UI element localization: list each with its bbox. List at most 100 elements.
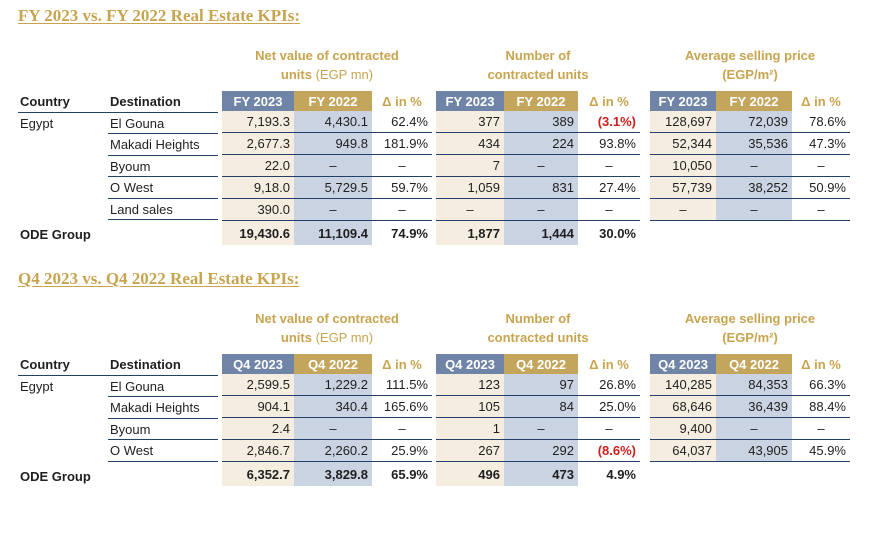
q4-net-value-line1: Net value of contracted — [255, 311, 399, 326]
fy-num-delta-header: Δ in % — [578, 91, 640, 111]
cell: – — [504, 417, 578, 440]
q4-net-value-group-header: Net value of contracted units (EGP mn) — [222, 309, 432, 347]
cell: 7 — [436, 154, 504, 177]
cell: – — [504, 198, 578, 221]
cell: – — [792, 154, 850, 177]
table-row: 22.0– – — [222, 154, 432, 177]
cell: 6,352.7 — [222, 461, 294, 486]
table-row: 267 292 (8.6%) — [436, 439, 640, 462]
q4-asp-prev-header: Q4 2022 — [716, 354, 792, 374]
cell: – — [792, 198, 850, 221]
cell: 904.1 — [222, 395, 294, 418]
table-row: 1,059 831 27.4% — [436, 176, 640, 199]
cell: 65.9% — [372, 461, 432, 486]
q4-net-cur-header: Q4 2023 — [222, 354, 294, 374]
cell: 26.8% — [578, 374, 640, 396]
cell: – — [372, 198, 432, 221]
fy-destination-header: Destination — [110, 94, 181, 109]
cell: 111.5% — [372, 374, 432, 396]
cell: 35,536 — [716, 132, 792, 155]
cell: 45.9% — [792, 439, 850, 462]
cell: – — [716, 417, 792, 440]
table-row: 9,400– – — [650, 417, 850, 440]
table-row: 10,050– – — [650, 154, 850, 177]
cell: – — [436, 198, 504, 221]
cell: 2.4 — [222, 417, 294, 440]
fy-number-units-group-header: Number of contracted units — [436, 46, 640, 84]
q4-dest-o-west: O West — [110, 443, 154, 458]
cell: – — [294, 154, 372, 177]
q4-country-header: Country — [20, 357, 70, 372]
fy-asp-delta-header: Δ in % — [792, 91, 850, 111]
cell: 831 — [504, 176, 578, 199]
fy-dest-o-west: O West — [110, 180, 154, 195]
table-row: 2,677.3 949.8 181.9% — [222, 132, 432, 155]
q4-num-prev-header: Q4 2022 — [504, 354, 578, 374]
fy-net-value-group-header: Net value of contracted units (EGP mn) — [222, 46, 432, 84]
cell: – — [294, 417, 372, 440]
cell: 27.4% — [578, 176, 640, 199]
q4-avg-price-line2: (EGP/m²) — [722, 330, 778, 345]
cell: – — [372, 417, 432, 440]
fy-number-units-line1: Number of — [505, 48, 571, 63]
table-row: 68,646 36,439 88.4% — [650, 395, 850, 418]
cell: 7,193.3 — [222, 111, 294, 133]
q4-asp-delta-header: Δ in % — [792, 354, 850, 374]
cell: 2,677.3 — [222, 132, 294, 155]
cell: 59.7% — [372, 176, 432, 199]
cell: 25.0% — [578, 395, 640, 418]
fy-row-rule — [108, 133, 218, 134]
cell: 473 — [504, 461, 578, 486]
fy-asp-cur-header: FY 2023 — [650, 91, 716, 111]
cell: – — [716, 198, 792, 221]
fy-number-units-line2: contracted units — [487, 67, 589, 82]
q4-avg-price-table: Q4 2023 Q4 2022 Δ in % 140,285 84,353 66.3% … — [650, 354, 850, 462]
cell: 72,039 — [716, 111, 792, 133]
fy-dest-makadi-heights: Makadi Heights — [110, 137, 200, 152]
fy-num-cur-header: FY 2023 — [436, 91, 504, 111]
cell: 52,344 — [650, 132, 716, 155]
table-row: 904.1 340.4 165.6% — [222, 395, 432, 418]
q4-asp-cur-header: Q4 2023 — [650, 354, 716, 374]
cell: 140,285 — [650, 374, 716, 396]
table-row: 2,846.7 2,260.2 25.9% — [222, 439, 432, 462]
cell: – — [504, 154, 578, 177]
cell: 19,430.6 — [222, 220, 294, 245]
cell: – — [716, 154, 792, 177]
fy-net-cur-header: FY 2023 — [222, 91, 294, 111]
fy-net-value-line2: units — [280, 67, 312, 82]
cell: 4,430.1 — [294, 111, 372, 133]
table-row: – – – — [650, 198, 850, 221]
q4-header-rule — [18, 375, 218, 376]
cell: 377 — [436, 111, 504, 133]
cell: 9,400 — [650, 417, 716, 440]
cell: 1,229.2 — [294, 374, 372, 396]
cell: 390.0 — [222, 198, 294, 221]
table-row-total: 1,877 1,444 30.0% — [436, 220, 640, 245]
cell: 128,697 — [650, 111, 716, 133]
cell: 36,439 — [716, 395, 792, 418]
fy-row-rule — [108, 176, 218, 177]
table-row: 52,344 35,536 47.3% — [650, 132, 850, 155]
fy-country-egypt: Egypt — [20, 116, 54, 131]
q4-country-egypt: Egypt — [20, 379, 54, 394]
cell: 181.9% — [372, 132, 432, 155]
cell: 224 — [504, 132, 578, 155]
cell: – — [578, 154, 640, 177]
table-row-total: 19,430.6 11,109.4 74.9% — [222, 220, 432, 245]
cell: 4.9% — [578, 461, 640, 486]
fy-total-label: ODE Group — [20, 227, 91, 242]
cell: 30.0% — [578, 220, 640, 245]
q4-row-rule — [108, 396, 218, 397]
fy-country-header: Country — [20, 94, 70, 109]
cell: 50.9% — [792, 176, 850, 199]
cell: 97 — [504, 374, 578, 396]
cell-negative: (3.1%) — [578, 111, 640, 133]
table-row: 64,037 43,905 45.9% — [650, 439, 850, 462]
table-row: 57,739 38,252 50.9% — [650, 176, 850, 199]
cell: 105 — [436, 395, 504, 418]
cell: 2,846.7 — [222, 439, 294, 462]
cell: – — [792, 417, 850, 440]
fy-net-delta-header: Δ in % — [372, 91, 432, 111]
fy-row-rule — [108, 219, 218, 220]
